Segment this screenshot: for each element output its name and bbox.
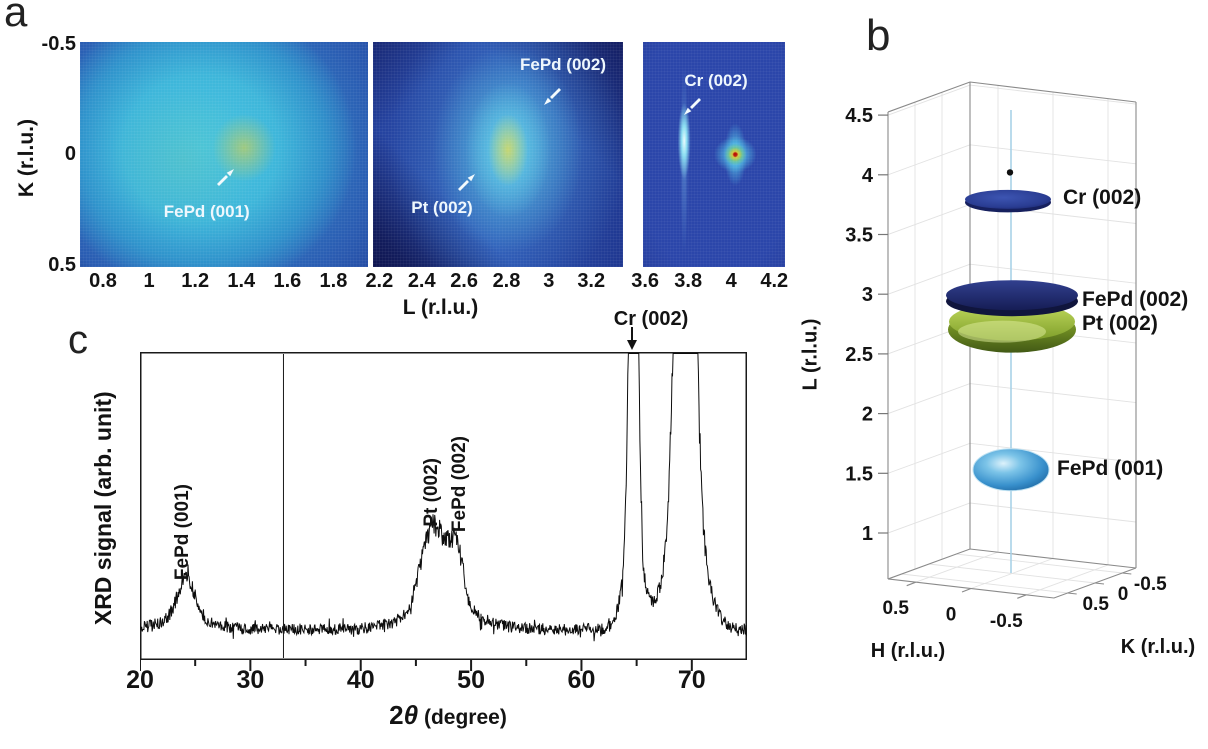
rsm-map-fepd002-pt002: FePd (002) Pt (002) <box>373 42 623 267</box>
rsm-map-fepd001: FePd (001) <box>80 42 368 267</box>
panel-c-letter: c <box>68 318 88 362</box>
fepd002-disk-top <box>946 280 1078 311</box>
l-tick-label: 1 <box>862 523 873 545</box>
x-tick-label: 3.6 <box>631 270 660 292</box>
x-tick-label: 1.8 <box>319 270 348 292</box>
h-tick <box>1017 594 1027 599</box>
wall-gridline <box>887 84 1137 116</box>
xrd-peak-label: Pt (002) <box>420 458 442 527</box>
up-right-arrow-icon <box>458 173 475 191</box>
reciprocal-item-label: Pt (002) <box>1082 312 1158 335</box>
k-tick-label: -0.5 <box>41 33 76 55</box>
rsm-annotation-label: Cr (002) <box>684 70 748 90</box>
l-tick-label: 2.5 <box>845 344 873 366</box>
l-tick-label: 4 <box>862 165 874 187</box>
x-tick-label: 3.2 <box>577 270 606 292</box>
x-tick-label: 2.2 <box>365 270 394 292</box>
rsm-annotation-label: FePd (002) <box>520 54 606 74</box>
up-right-arrow-icon <box>217 169 235 186</box>
l-tick-label: 2 <box>862 404 873 426</box>
pt002-disk-highlight <box>958 320 1046 343</box>
x-tick-label: 1.4 <box>227 270 256 292</box>
x-tick-label: 1.6 <box>273 270 302 292</box>
xrd-tick-label: 40 <box>346 666 375 694</box>
xrd-tick-label: 60 <box>567 666 596 694</box>
x-tick-label: 4 <box>725 270 737 292</box>
xrd-frame <box>140 352 747 660</box>
xrd-cr002-annotation: Cr (002) <box>613 308 689 330</box>
xrd-x-title-degree: (degree) <box>418 706 507 729</box>
rsm-annotation-label: FePd (001) <box>163 201 250 221</box>
k-tick-3d <box>1122 572 1132 575</box>
xrd-tick-label: 70 <box>677 666 706 694</box>
xrd-tick-label: 30 <box>236 666 265 694</box>
reciprocal-item-label: Cr (002) <box>1063 186 1141 209</box>
reciprocal-space-3d-plot: 4.543.532.521.510.5 0 -0.50.5 0 -0.5Cr (002)… <box>845 81 1188 632</box>
panel-b-letter: b <box>866 11 891 60</box>
x-tick-label: 1.2 <box>181 270 210 292</box>
rsm-map-cr002: Cr (002) <box>643 42 785 267</box>
x-ticks <box>140 659 693 671</box>
x-tick-label: 4.2 <box>760 270 789 292</box>
down-arrow-icon <box>627 327 637 350</box>
rsm-annotation-label: Pt (002) <box>411 198 473 218</box>
xrd-x-title-2: 2 <box>389 700 404 730</box>
xrd-tick-label: 20 <box>126 666 154 694</box>
panel-a-x-axis-title: L (r.l.u.) <box>402 296 479 319</box>
k-tick-label-3d: 0 <box>1118 584 1129 605</box>
fepd001-ellipsoid <box>972 448 1050 492</box>
k-tick-3d <box>1094 582 1105 585</box>
xrd-peak-label: FePd (001) <box>172 483 194 580</box>
xrd-peak-label: FePd (002) <box>449 435 471 532</box>
xrd-tick-label: 50 <box>457 666 485 694</box>
wall-gridline <box>887 383 1137 415</box>
reciprocal-item-label: FePd (002) <box>1082 288 1188 311</box>
panel-b-l-axis-title: L (r.l.u.) <box>799 318 822 391</box>
l-tick-label: 4.5 <box>845 105 873 127</box>
h-tick-label: 0.5 <box>882 598 909 619</box>
bragg-point-dot <box>1006 169 1014 176</box>
panel-b-k-axis-title: K (r.l.u.) <box>1120 636 1196 658</box>
k-tick-3d <box>1067 592 1077 595</box>
x-tick-label: 2.4 <box>407 270 436 292</box>
l-tick-label: 3.5 <box>845 225 873 247</box>
h-tick <box>961 587 972 593</box>
panel-b-h-axis-title: H (r.l.u.) <box>870 640 946 662</box>
k-tick-label: 0 <box>64 143 76 165</box>
xrd-plot <box>140 352 747 671</box>
down-left-arrow-icon <box>683 98 701 116</box>
x-tick-label: 3 <box>543 270 555 292</box>
x-tick-label: 0.8 <box>89 270 117 292</box>
l-tick-label: 3 <box>862 284 873 306</box>
x-tick-label: 3.8 <box>674 270 703 292</box>
k-tick-label: 0.5 <box>48 254 76 276</box>
wall-gridline <box>887 502 1137 534</box>
h-tick-label: 0 <box>946 605 957 626</box>
cr002-disk-top <box>965 189 1051 209</box>
h-tick-label: -0.5 <box>990 611 1023 632</box>
k-tick-label-3d: 0.5 <box>1082 594 1109 615</box>
xrd-curve <box>140 353 747 642</box>
reciprocal-item-label: FePd (001) <box>1057 457 1163 480</box>
h-tick <box>906 581 916 587</box>
x-tick-label: 2.8 <box>492 270 521 292</box>
x-tick-label: 1 <box>143 270 155 292</box>
l-tick-label: 1.5 <box>845 463 873 485</box>
xrd-x-axis-title: 2θ (degree) <box>348 700 548 731</box>
theta-symbol: θ <box>403 700 419 730</box>
k-tick-label-3d: -0.5 <box>1134 574 1167 595</box>
x-tick-label: 2.6 <box>450 270 478 292</box>
down-left-arrow-icon <box>544 87 561 105</box>
xrd-y-axis-title: XRD signal (arb. unit) <box>89 391 116 626</box>
panel-a-letter: a <box>4 0 28 35</box>
